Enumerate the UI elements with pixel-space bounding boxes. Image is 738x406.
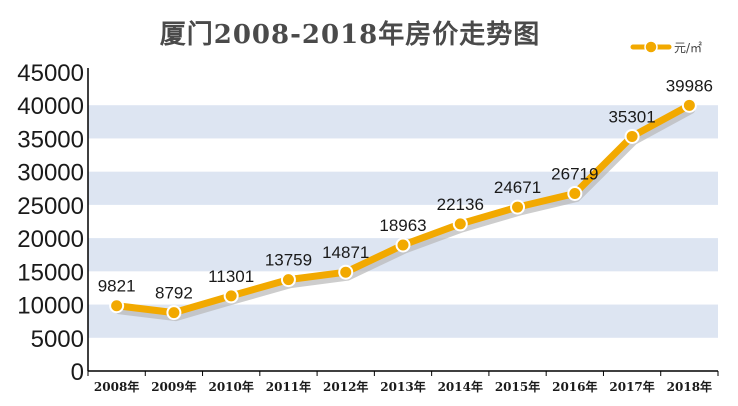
x-tick-label: 2016年	[552, 379, 597, 394]
data-point	[223, 288, 239, 304]
legend-label: 元/㎡	[674, 40, 703, 55]
x-tick-label: 2010年	[208, 379, 253, 394]
data-label: 18963	[379, 216, 426, 235]
y-tick-label: 40000	[17, 93, 84, 120]
chart-title: 厦门2008-2018年房价走势图	[159, 20, 541, 50]
y-tick-label: 45000	[17, 60, 84, 87]
data-point	[681, 97, 697, 113]
x-tick-label: 2014年	[438, 379, 483, 394]
data-label: 9821	[98, 277, 136, 296]
data-label: 26719	[551, 164, 598, 183]
data-point	[395, 237, 411, 253]
data-label: 35301	[608, 107, 655, 126]
series-line-shadow	[115, 106, 695, 322]
y-tick-label: 30000	[17, 160, 84, 187]
x-tick-label: 2015年	[495, 379, 540, 394]
data-point	[166, 305, 182, 321]
legend-marker	[630, 40, 672, 54]
grid-band	[88, 105, 718, 139]
y-tick-label: 15000	[17, 259, 84, 286]
data-label: 14871	[322, 243, 369, 262]
data-point	[567, 185, 583, 201]
y-tick-label: 35000	[17, 126, 84, 153]
x-tick-label: 2008年	[94, 379, 139, 394]
x-tick-label: 2011年	[266, 379, 311, 394]
data-point	[109, 298, 125, 314]
y-tick-label: 0	[71, 359, 84, 386]
legend: 元/㎡	[630, 36, 702, 58]
x-tick-label: 2012年	[323, 379, 368, 394]
x-tick-label: 2009年	[151, 379, 196, 394]
data-point	[510, 199, 526, 215]
data-point	[338, 264, 354, 280]
x-tick-label: 2013年	[380, 379, 425, 394]
data-label: 11301	[208, 267, 254, 286]
y-tick-label: 5000	[31, 326, 84, 353]
y-tick-label: 10000	[17, 293, 84, 320]
y-tick-label: 20000	[17, 226, 84, 253]
data-label: 13759	[265, 251, 312, 270]
x-tick-label: 2017年	[609, 379, 654, 394]
data-label: 39986	[666, 76, 713, 95]
data-point	[452, 216, 468, 232]
grid-band	[88, 171, 718, 205]
data-label: 8792	[155, 284, 193, 303]
data-label: 24671	[494, 178, 541, 197]
y-tick-label: 25000	[17, 193, 84, 220]
data-label: 22136	[437, 195, 484, 214]
data-point	[280, 272, 296, 288]
data-point	[624, 128, 640, 144]
x-tick-label: 2018年	[667, 379, 712, 394]
